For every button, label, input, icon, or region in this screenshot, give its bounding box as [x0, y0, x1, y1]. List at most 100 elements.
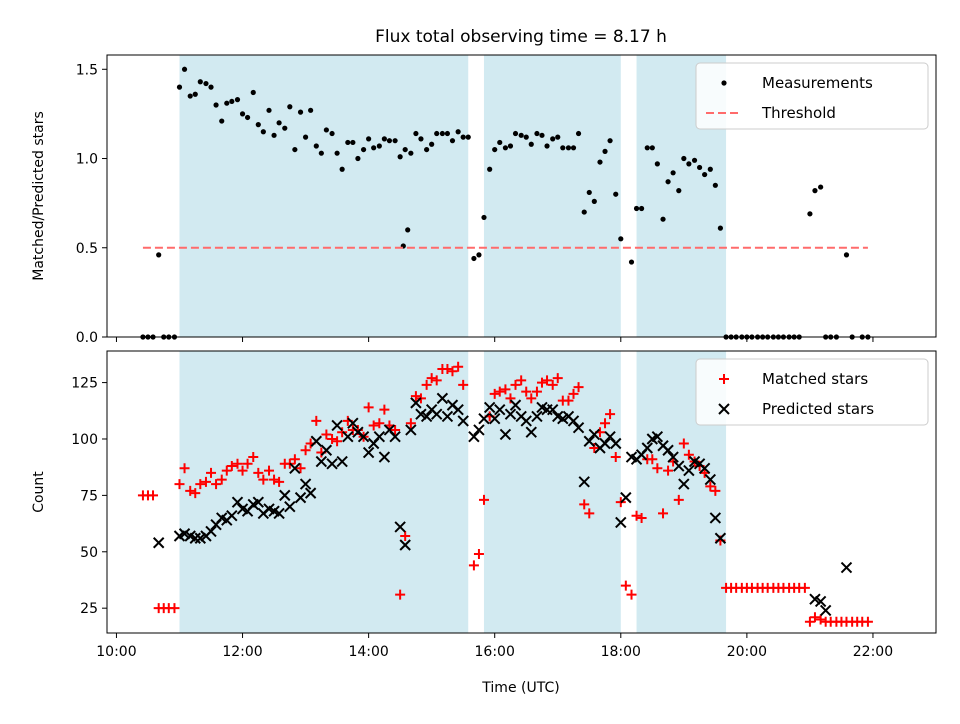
measurement-point	[660, 216, 666, 222]
matched-point	[374, 418, 385, 429]
measurement-point	[429, 141, 435, 147]
matched-point	[610, 452, 621, 463]
predicted-point	[315, 455, 328, 468]
predicted-point	[326, 458, 338, 470]
matched-point	[516, 375, 527, 386]
matched-point	[200, 476, 211, 487]
measurement-point	[512, 130, 519, 137]
matched-point	[264, 465, 275, 476]
matched-point	[631, 510, 642, 521]
measurement-point	[575, 130, 582, 137]
matched-point	[542, 375, 553, 386]
matched-point	[226, 461, 237, 472]
matched-point	[620, 580, 631, 591]
matched-point	[473, 549, 484, 560]
matched-point	[809, 612, 820, 623]
measurement-point	[439, 130, 445, 137]
measurement-point	[244, 114, 251, 121]
measurement-point	[302, 134, 309, 140]
predicted-point	[583, 435, 595, 447]
measurement-point	[481, 214, 487, 221]
y-axis-label: Count	[31, 471, 47, 513]
matched-point	[368, 420, 379, 431]
legend-label: Predicted stars	[762, 400, 874, 418]
matched-point	[431, 375, 442, 386]
x-tick-label: 14:00	[348, 644, 388, 660]
matched-point	[568, 388, 579, 399]
predicted-point	[683, 464, 695, 477]
measurement-point	[570, 145, 577, 151]
matched-point	[400, 530, 411, 541]
measurement-point	[323, 127, 329, 133]
predicted-point	[304, 487, 317, 499]
matched-point	[442, 364, 453, 375]
legend-box	[695, 358, 929, 426]
matched-point	[563, 395, 574, 406]
plot-frame	[106, 350, 937, 634]
measurement-point	[397, 154, 403, 160]
predicted-point	[572, 421, 585, 434]
matched-point	[253, 467, 264, 478]
measurement-point	[313, 143, 319, 149]
predicted-point	[499, 428, 512, 441]
measurement-point	[613, 191, 619, 197]
matched-point	[600, 418, 611, 429]
measurement-point	[507, 143, 514, 149]
measurement-point	[260, 129, 266, 135]
matched-point	[579, 499, 590, 510]
matched-point	[584, 508, 595, 519]
measurement-point	[707, 166, 713, 172]
measurement-point	[807, 211, 813, 217]
measurement-point	[276, 120, 282, 126]
matched-point	[505, 393, 516, 404]
measurement-point	[360, 146, 367, 153]
matched-point	[636, 512, 647, 523]
predicted-point	[673, 460, 685, 472]
x-tick-label: 20:00	[727, 644, 767, 660]
measurement-point	[176, 84, 183, 90]
x-tick-label: 12:00	[222, 644, 262, 660]
predicted-point	[662, 444, 674, 456]
measurement-point	[449, 138, 456, 144]
y-tick-label: 1.0	[76, 152, 98, 168]
measurement-point	[181, 66, 188, 72]
observing-interval	[179, 55, 469, 337]
matched-point	[248, 452, 259, 463]
matched-point	[327, 433, 338, 444]
predicted-point	[651, 431, 664, 443]
measurement-point	[654, 161, 660, 167]
measurement-point	[405, 227, 411, 233]
measurement-point	[597, 159, 603, 165]
predicted-point	[362, 446, 375, 459]
measurement-point	[581, 209, 587, 215]
matched-point	[258, 474, 269, 485]
measurement-point	[702, 171, 708, 178]
matched-point	[221, 465, 232, 476]
measurement-point	[586, 189, 592, 196]
matched-point	[148, 490, 159, 501]
matched-point	[410, 391, 421, 402]
predicted-point	[394, 521, 406, 533]
predicted-point	[279, 489, 291, 502]
measurement-point	[471, 255, 477, 262]
predicted-point	[457, 415, 469, 427]
bottom-panel: 25 50 75 100 125 10:00 12:00 14:00 16:00 18:00 20:…	[31, 350, 937, 660]
predicted-point	[610, 437, 622, 450]
matched-point	[489, 388, 500, 399]
predicted-point	[389, 431, 401, 443]
matched-point	[673, 494, 684, 505]
legend-box	[695, 62, 929, 130]
measurement-point	[318, 150, 324, 156]
measurement-point	[712, 182, 718, 188]
matched-point	[494, 386, 505, 397]
predicted-point	[509, 399, 522, 411]
predicted-point	[336, 455, 348, 468]
measurement-point	[413, 130, 419, 137]
predicted-point	[620, 491, 632, 504]
matched-point	[458, 379, 469, 390]
measurement-point	[649, 145, 655, 151]
measurement-point	[224, 100, 230, 106]
measurement-point	[717, 225, 723, 231]
measurement-point	[544, 143, 550, 149]
predicted-point	[399, 539, 411, 551]
